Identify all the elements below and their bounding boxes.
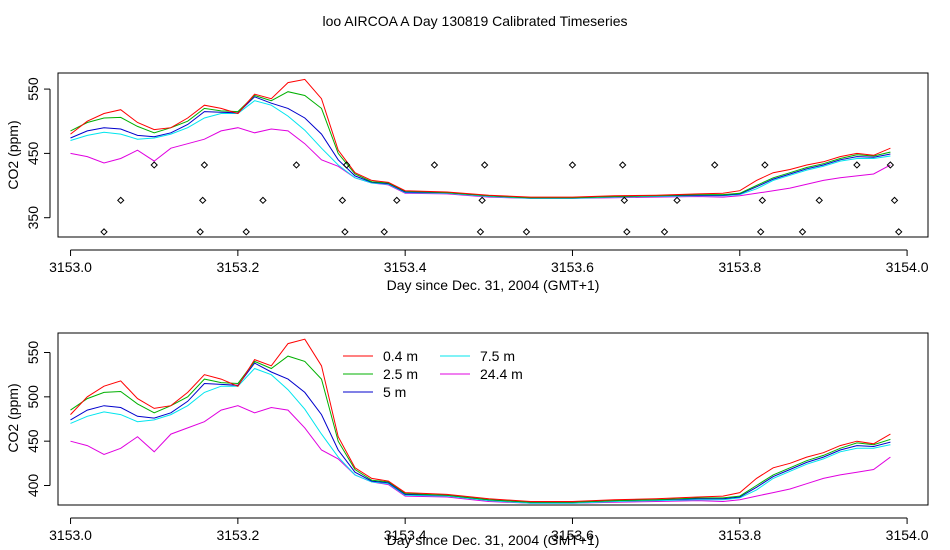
top-plot-frame	[57, 72, 929, 238]
top-panel: 3153.0 3153.2 3153.4 3153.6 3153.8 3154.0 350…	[5, 72, 929, 293]
series-line-5-m	[70, 362, 891, 503]
series-line-24-4-m	[70, 127, 891, 199]
diamond-marker	[342, 161, 351, 169]
series-line-2-5-m	[70, 355, 891, 503]
x-tick-label: 3154.0	[886, 259, 929, 275]
series-line-24-4-m	[70, 405, 891, 504]
y-tick-label: 400	[25, 474, 41, 498]
diamond-marker	[618, 161, 627, 169]
bottom-series-lines	[70, 338, 891, 504]
legend-label: 24.4 m	[480, 366, 523, 382]
diamond-marker	[853, 161, 861, 169]
x-tick-label: 3153.6	[551, 259, 594, 275]
diamond-marker	[242, 228, 250, 236]
diamond-marker	[380, 228, 388, 236]
series-line-0-4-m	[70, 338, 891, 502]
y-tick-label: 550	[25, 341, 41, 365]
diamond-marker	[150, 161, 158, 169]
diamond-marker	[660, 228, 669, 236]
x-tick-label: 3153.4	[384, 527, 427, 543]
diamond-marker	[393, 196, 401, 205]
diamond-marker	[196, 228, 204, 236]
diamond-marker	[341, 228, 349, 236]
x-tick-label: 3154.0	[886, 527, 929, 543]
bottom-y-axis: 400 450 500 550	[25, 341, 51, 498]
legend-label: 2.5 m	[383, 366, 418, 382]
top-y-axis: 350 450 550	[25, 77, 51, 230]
diamond-marker	[761, 161, 769, 169]
series-line-0-4-m	[70, 78, 891, 198]
diamond-marker	[798, 228, 807, 236]
top-markers	[100, 161, 903, 236]
diamond-marker	[756, 228, 765, 236]
diamond-marker	[815, 196, 823, 205]
diamond-marker	[199, 196, 207, 205]
diamond-marker	[478, 196, 486, 205]
diamond-marker	[259, 196, 267, 205]
x-tick-label: 3153.4	[384, 259, 427, 275]
bottom-y-axis-label: CO2 (ppm)	[5, 383, 21, 452]
legend-label: 7.5 m	[480, 348, 515, 364]
top-x-axis: 3153.0 3153.2 3153.4 3153.6 3153.8 3154.0	[49, 249, 929, 275]
diamond-marker	[200, 161, 209, 169]
diamond-marker	[890, 196, 899, 205]
legend: 0.4 m 7.5 m 2.5 m 24.4 m 5 m	[343, 348, 523, 400]
series-line-7-5-m	[70, 367, 891, 504]
series-line-7-5-m	[70, 100, 891, 199]
x-tick-label: 3153.0	[49, 527, 92, 543]
series-line-2-5-m	[70, 91, 891, 199]
top-series-lines	[70, 78, 891, 199]
bottom-x-axis: 3153.0 3153.2 3153.4 3153.6 3153.8 3154.0	[49, 517, 929, 543]
diamond-marker	[338, 196, 347, 205]
y-tick-label: 500	[25, 385, 41, 409]
diamond-marker	[568, 161, 577, 169]
diamond-marker	[430, 161, 439, 169]
diamond-marker	[522, 228, 531, 236]
diamond-marker	[758, 196, 767, 205]
diamond-marker	[480, 161, 489, 169]
diamond-marker	[100, 228, 108, 236]
x-tick-label: 3153.6	[551, 527, 594, 543]
top-y-axis-label: CO2 (ppm)	[5, 120, 21, 189]
legend-label: 0.4 m	[383, 348, 418, 364]
figure-title: loo AIRCOA A Day 130819 Calibrated Times…	[322, 13, 627, 29]
x-tick-label: 3153.0	[49, 259, 92, 275]
diamond-marker	[476, 228, 485, 236]
x-tick-label: 3153.8	[718, 259, 761, 275]
bottom-plot-frame	[57, 332, 929, 506]
y-tick-label: 450	[25, 141, 41, 165]
legend-label: 5 m	[383, 384, 406, 400]
y-tick-label: 350	[25, 206, 41, 230]
x-tick-label: 3153.2	[216, 259, 259, 275]
diamond-marker	[886, 161, 895, 169]
y-tick-label: 450	[25, 429, 41, 453]
series-line-5-m	[70, 96, 891, 199]
top-x-axis-label: Day since Dec. 31, 2004 (GMT+1)	[387, 277, 600, 293]
bottom-panel: 3153.0 3153.2 3153.4 3153.6 3153.8 3154.0 400…	[5, 332, 929, 548]
bottom-x-axis-label: Day since Dec. 31, 2004 (GMT+1)	[387, 532, 600, 548]
diamond-marker	[620, 196, 629, 205]
diamond-marker	[623, 228, 631, 236]
diamond-marker	[673, 196, 681, 205]
x-tick-label: 3153.8	[718, 527, 761, 543]
y-tick-label: 550	[25, 77, 41, 101]
diamond-marker	[710, 161, 719, 169]
diamond-marker	[292, 161, 301, 169]
diamond-marker	[895, 228, 903, 236]
diamond-marker	[117, 196, 125, 205]
x-tick-label: 3153.2	[216, 527, 259, 543]
